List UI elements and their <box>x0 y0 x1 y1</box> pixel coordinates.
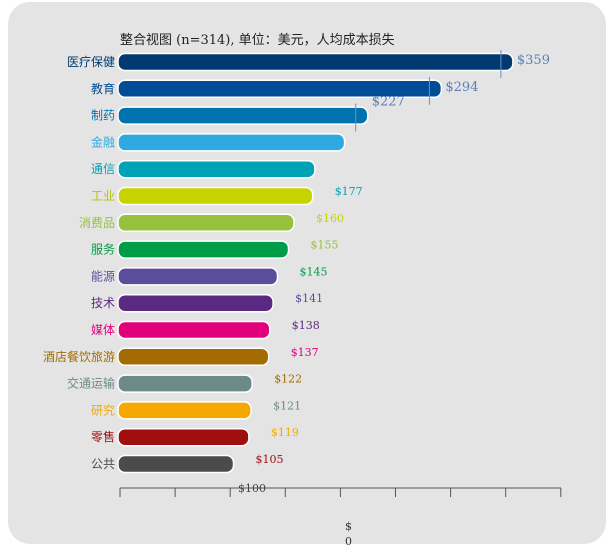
category-label: 制药 <box>91 109 115 123</box>
bar <box>117 293 274 313</box>
bar <box>117 213 295 233</box>
bar <box>117 267 279 286</box>
category-label: 研究 <box>91 402 115 417</box>
bar <box>117 401 252 420</box>
bar <box>117 454 235 474</box>
category-label: 媒体 <box>91 323 115 337</box>
category-label: 交通运输 <box>67 376 115 391</box>
bottom-label-zero: 0 <box>345 535 352 548</box>
chart-title: 整合视图 (n=314), 单位：美元，人均成本损失 <box>120 33 395 48</box>
x-axis <box>119 487 562 497</box>
category-label: 通信 <box>91 162 115 176</box>
bar <box>117 347 270 367</box>
value-label: $121 <box>273 399 301 412</box>
bar <box>117 79 443 99</box>
bar <box>117 374 253 393</box>
bar <box>117 320 271 340</box>
bar <box>117 186 314 206</box>
value-label: $155 <box>311 239 339 252</box>
bar <box>117 106 369 125</box>
value-label: $138 <box>292 319 320 332</box>
category-label: 公共 <box>91 457 115 471</box>
value-label: $137 <box>291 346 319 359</box>
category-label: 技术 <box>91 296 115 310</box>
category-label: 酒店餐饮旅游 <box>43 349 115 364</box>
category-label: 零售 <box>91 429 115 444</box>
category-label: 金融 <box>91 134 115 149</box>
value-label: $119 <box>271 426 299 439</box>
value-label: $160 <box>316 212 344 225</box>
value-label: $294 <box>445 80 478 95</box>
bottom-label-currency: $ <box>345 520 352 533</box>
category-label: 教育 <box>91 81 115 96</box>
value-label: $227 <box>372 95 405 110</box>
bar <box>117 159 316 179</box>
value-label: $122 <box>274 373 302 386</box>
value-label: $105 <box>256 453 284 466</box>
value-label: $141 <box>295 292 323 305</box>
bar <box>117 240 290 259</box>
category-label: 能源 <box>91 269 115 283</box>
bar <box>117 427 250 447</box>
category-label: 医疗保健 <box>67 55 115 69</box>
category-label: 消费品 <box>79 216 115 230</box>
value-label: $145 <box>300 265 328 278</box>
bar <box>117 52 514 72</box>
category-label: 服务 <box>91 242 115 257</box>
value-label: $177 <box>335 185 363 198</box>
value-label: $359 <box>517 53 550 68</box>
axis-annotation: $100 <box>238 482 266 495</box>
bar <box>117 133 346 152</box>
category-label: 工业 <box>91 189 115 203</box>
